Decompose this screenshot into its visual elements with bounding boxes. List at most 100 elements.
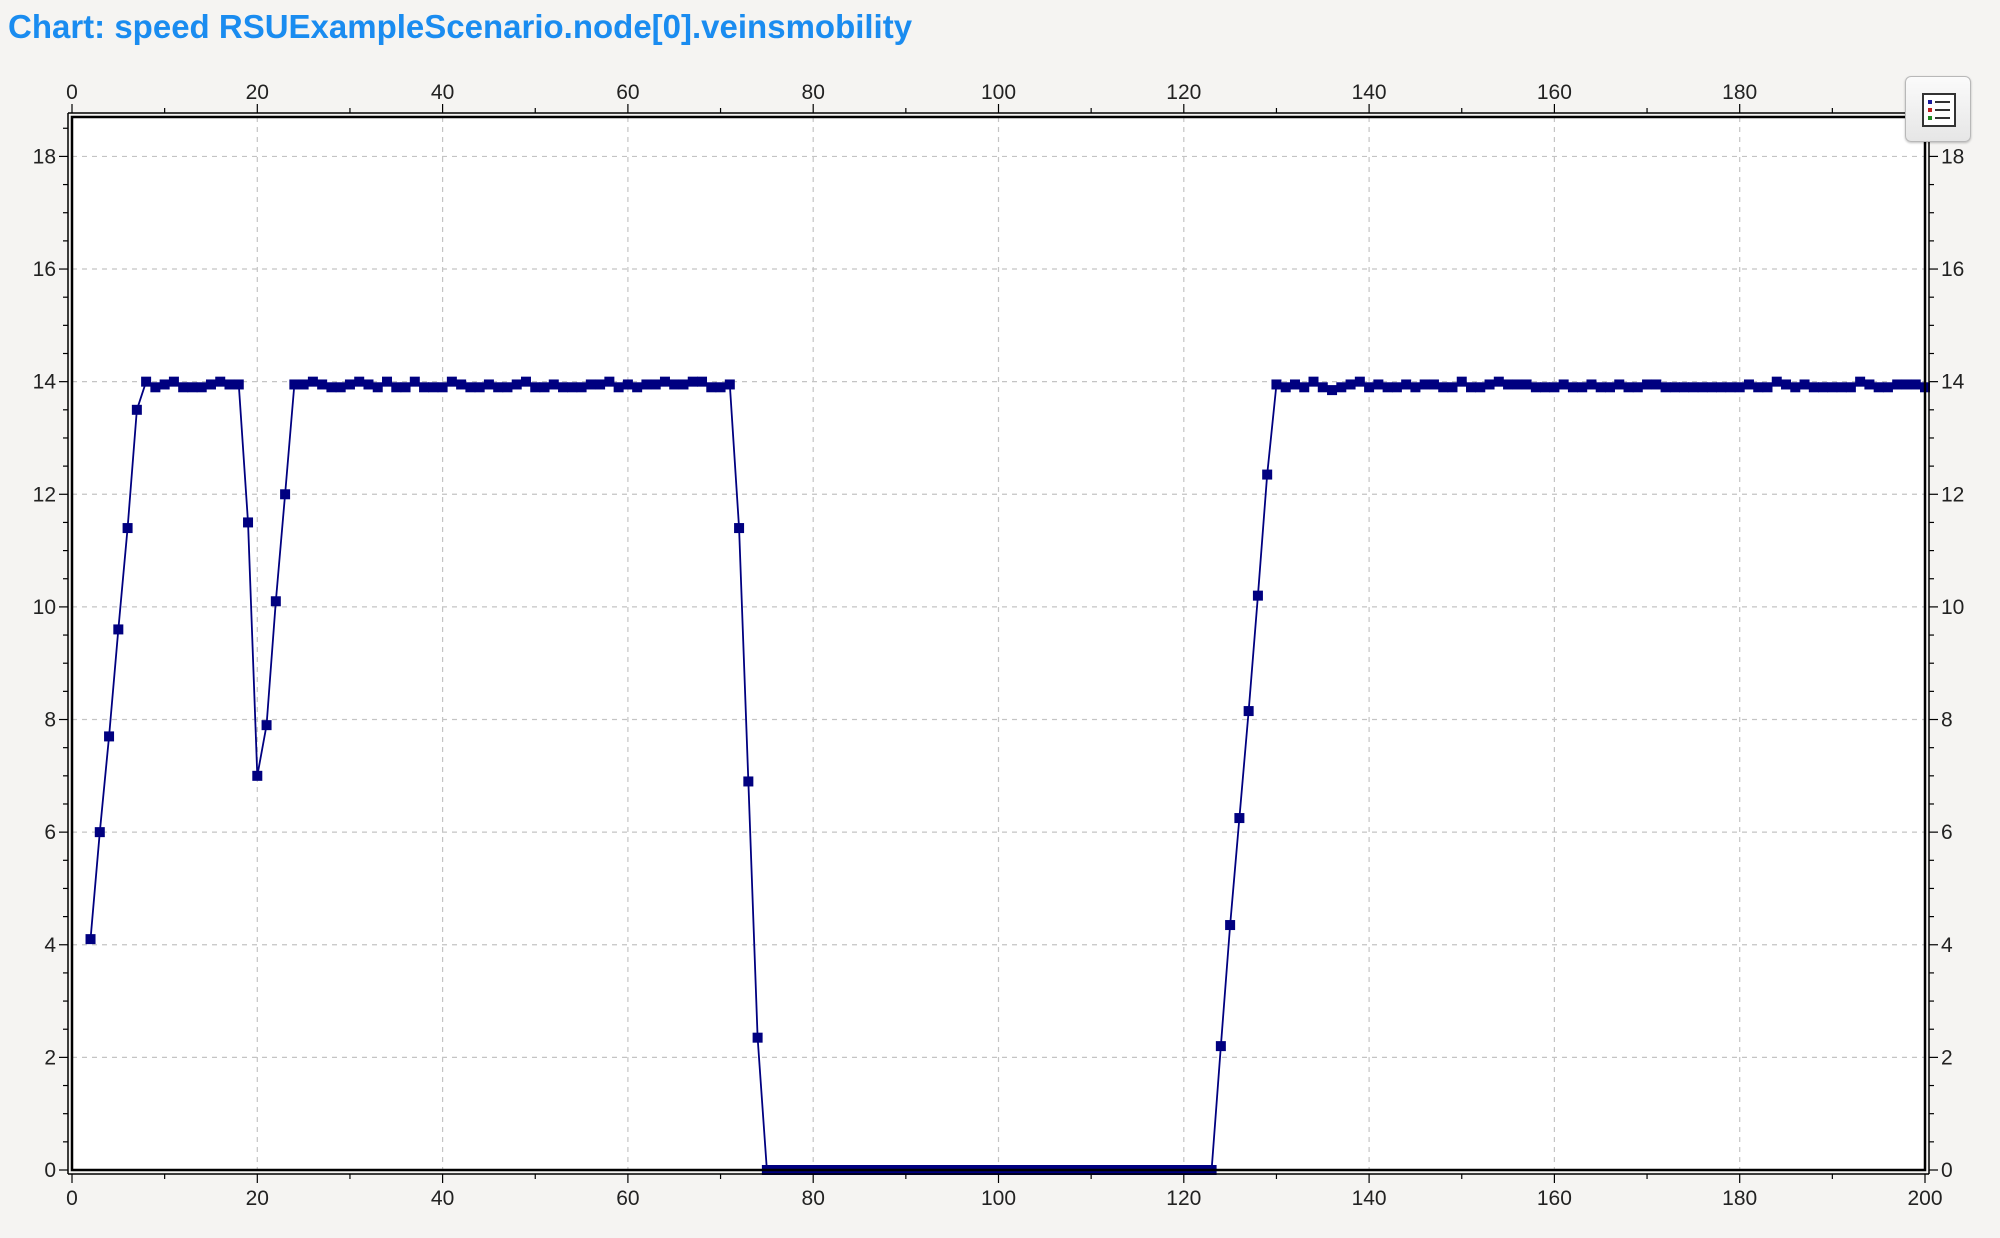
data-point[interactable] (474, 382, 485, 393)
data-point[interactable] (520, 376, 531, 387)
data-point[interactable] (1401, 379, 1412, 390)
data-point[interactable] (659, 376, 670, 387)
data-point[interactable] (1438, 382, 1449, 393)
data-point[interactable] (511, 379, 522, 390)
data-point[interactable] (104, 731, 115, 742)
data-point[interactable] (1364, 382, 1375, 393)
data-point[interactable] (1540, 382, 1551, 393)
data-point[interactable] (1790, 382, 1801, 393)
data-point[interactable] (1892, 379, 1903, 390)
data-point[interactable] (280, 489, 291, 500)
data-point[interactable] (428, 382, 439, 393)
data-point[interactable] (1503, 379, 1514, 390)
data-point[interactable] (576, 382, 587, 393)
data-point[interactable] (1391, 382, 1402, 393)
data-point[interactable] (483, 379, 494, 390)
data-point[interactable] (289, 379, 300, 390)
data-point[interactable] (1234, 813, 1245, 824)
data-point[interactable] (1475, 382, 1486, 393)
data-point[interactable] (1280, 382, 1291, 393)
data-point[interactable] (1855, 376, 1866, 387)
data-point[interactable] (1651, 379, 1662, 390)
data-point[interactable] (1345, 379, 1356, 390)
data-point[interactable] (344, 379, 355, 390)
data-point[interactable] (539, 382, 550, 393)
data-point[interactable] (382, 376, 393, 387)
data-point[interactable] (1679, 382, 1690, 393)
data-point[interactable] (1623, 382, 1634, 393)
data-point[interactable] (1762, 382, 1773, 393)
data-point[interactable] (1669, 382, 1680, 393)
data-point[interactable] (1642, 379, 1653, 390)
legend-toggle-button[interactable] (1905, 76, 1971, 142)
data-point[interactable] (632, 382, 643, 393)
data-point[interactable] (317, 379, 328, 390)
data-point[interactable] (1595, 382, 1606, 393)
data-point[interactable] (150, 382, 161, 393)
data-point[interactable] (1873, 382, 1884, 393)
data-point[interactable] (678, 379, 689, 390)
data-point[interactable] (1327, 385, 1338, 396)
data-point[interactable] (168, 376, 179, 387)
data-point[interactable] (94, 827, 105, 838)
data-point[interactable] (298, 379, 309, 390)
data-point[interactable] (604, 376, 615, 387)
data-point[interactable] (196, 382, 207, 393)
data-point[interactable] (1493, 376, 1504, 387)
data-point[interactable] (1289, 379, 1300, 390)
data-point[interactable] (391, 382, 402, 393)
data-point[interactable] (215, 376, 226, 387)
data-point[interactable] (1632, 382, 1643, 393)
data-point[interactable] (1910, 379, 1921, 390)
data-point[interactable] (558, 382, 569, 393)
data-point[interactable] (243, 517, 254, 528)
data-point[interactable] (1558, 379, 1569, 390)
data-point[interactable] (1604, 382, 1615, 393)
data-point[interactable] (548, 379, 559, 390)
data-point[interactable] (419, 382, 430, 393)
data-point[interactable] (261, 720, 272, 731)
data-point[interactable] (1262, 469, 1273, 480)
data-point[interactable] (1271, 379, 1282, 390)
data-point[interactable] (122, 523, 133, 534)
data-point[interactable] (1456, 376, 1467, 387)
data-point[interactable] (502, 382, 513, 393)
data-point[interactable] (1215, 1041, 1226, 1052)
data-point[interactable] (1577, 382, 1588, 393)
data-point[interactable] (1586, 379, 1597, 390)
data-point[interactable] (641, 379, 652, 390)
data-point[interactable] (1799, 379, 1810, 390)
data-point[interactable] (187, 382, 198, 393)
data-point[interactable] (456, 379, 467, 390)
data-point[interactable] (465, 382, 476, 393)
data-point[interactable] (1753, 382, 1764, 393)
data-point[interactable] (1549, 382, 1560, 393)
data-point[interactable] (1419, 379, 1430, 390)
data-point[interactable] (131, 404, 142, 415)
data-point[interactable] (1225, 920, 1236, 931)
data-point[interactable] (585, 379, 596, 390)
data-point[interactable] (1484, 379, 1495, 390)
data-point[interactable] (1725, 382, 1736, 393)
data-point[interactable] (669, 379, 680, 390)
data-point[interactable] (307, 376, 318, 387)
data-point[interactable] (1410, 382, 1421, 393)
data-point[interactable] (141, 376, 152, 387)
data-point[interactable] (354, 376, 365, 387)
data-point[interactable] (752, 1032, 763, 1043)
data-point[interactable] (724, 379, 735, 390)
data-point[interactable] (409, 376, 420, 387)
data-point[interactable] (372, 382, 383, 393)
data-point[interactable] (1818, 382, 1829, 393)
data-point[interactable] (715, 382, 726, 393)
data-point[interactable] (233, 379, 244, 390)
data-point[interactable] (1697, 382, 1708, 393)
data-point[interactable] (1567, 382, 1578, 393)
data-point[interactable] (1382, 382, 1393, 393)
data-point[interactable] (1317, 382, 1328, 393)
data-point[interactable] (113, 624, 124, 635)
data-point[interactable] (1373, 379, 1384, 390)
data-point[interactable] (697, 376, 708, 387)
data-point[interactable] (1771, 376, 1782, 387)
data-point[interactable] (437, 382, 448, 393)
